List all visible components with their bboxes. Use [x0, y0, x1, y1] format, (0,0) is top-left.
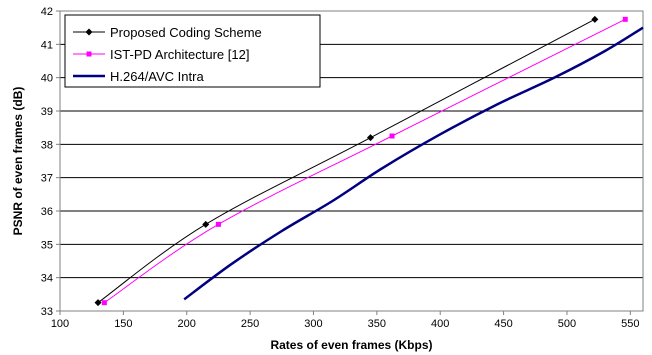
- x-tick-label: 350: [368, 318, 386, 330]
- y-tick-label: 40: [41, 73, 53, 85]
- legend-box: [64, 14, 321, 88]
- series-line: [97, 18, 596, 304]
- legend-item-proposed-coding-scheme: Proposed Coding Scheme: [73, 25, 262, 40]
- series-line: [104, 18, 626, 304]
- x-tick-label: 100: [51, 318, 69, 330]
- x-tick-label: 500: [558, 318, 576, 330]
- x-axis-label: Rates of even frames (Kbps): [270, 338, 432, 352]
- series-ist-pd-architecture-12: [101, 16, 628, 306]
- data-point: [101, 300, 107, 306]
- legend-item-h-264-avc-intra: H.264/AVC Intra: [73, 69, 204, 84]
- x-tick-label: 300: [304, 318, 322, 330]
- data-point: [591, 15, 599, 23]
- y-axis: 33 34 35 36 37 38 39 40 41 42: [41, 6, 60, 318]
- data-point: [215, 221, 221, 227]
- data-point: [367, 134, 375, 142]
- legend: Proposed Coding Scheme IST-PD Architectur…: [64, 14, 321, 88]
- data-point: [202, 220, 210, 228]
- x-tick-label: 450: [494, 318, 512, 330]
- data-point: [94, 299, 102, 307]
- y-tick-label: 36: [41, 206, 53, 218]
- y-tick-label: 38: [41, 139, 53, 151]
- series-proposed-coding-scheme: [94, 15, 599, 307]
- y-tick-label: 37: [41, 173, 53, 185]
- plot-area-frame: [59, 10, 644, 312]
- data-point: [389, 133, 395, 139]
- x-tick-label: 150: [114, 318, 132, 330]
- legend-marker: [86, 51, 92, 57]
- y-tick-label: 33: [41, 306, 53, 318]
- x-tick-label: 200: [178, 318, 196, 330]
- y-tick-label: 39: [41, 106, 53, 118]
- legend-label: H.264/AVC Intra: [110, 69, 204, 84]
- y-axis-label: PSNR of even frames (dB): [11, 87, 25, 236]
- series-h-264-avc-intra: [183, 26, 644, 301]
- data-point: [622, 16, 628, 22]
- y-tick-label: 41: [41, 39, 53, 51]
- legend-item-ist-pd-architecture-12: IST-PD Architecture [12]: [73, 47, 249, 62]
- legend-label: IST-PD Architecture [12]: [110, 47, 249, 62]
- y-tick-label: 42: [41, 6, 53, 18]
- legend-label: Proposed Coding Scheme: [110, 25, 262, 40]
- x-tick-label: 550: [621, 318, 639, 330]
- x-tick-label: 250: [241, 318, 259, 330]
- series-layer: [94, 15, 644, 307]
- series-line: [183, 26, 644, 301]
- y-tick-label: 34: [41, 273, 53, 285]
- y-tick-label: 35: [41, 239, 53, 251]
- x-axis: 100 150 200 250 300 350 400 450 500 550: [51, 311, 640, 330]
- x-tick-label: 400: [431, 318, 449, 330]
- legend-marker: [85, 28, 93, 36]
